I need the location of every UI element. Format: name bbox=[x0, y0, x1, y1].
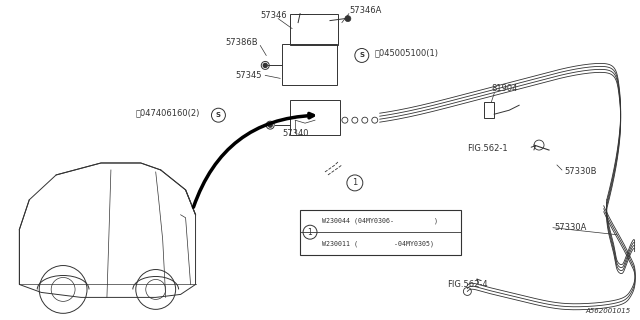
Text: FIG.562-4: FIG.562-4 bbox=[447, 280, 488, 289]
Circle shape bbox=[263, 63, 268, 68]
Text: Ⓢ047406160(2): Ⓢ047406160(2) bbox=[136, 109, 200, 118]
Text: 1: 1 bbox=[352, 179, 358, 188]
Text: 57330A: 57330A bbox=[554, 223, 586, 232]
Bar bbox=[290, 100, 340, 135]
Text: 1: 1 bbox=[308, 228, 312, 237]
Text: 57346: 57346 bbox=[260, 11, 287, 20]
Text: W230011 (         -04MY0305): W230011 ( -04MY0305) bbox=[322, 240, 434, 247]
Text: S: S bbox=[216, 112, 221, 118]
Bar bbox=[290, 14, 338, 45]
Text: S: S bbox=[359, 52, 364, 59]
Bar bbox=[282, 44, 337, 85]
Text: Ⓢ045005100(1): Ⓢ045005100(1) bbox=[375, 48, 439, 57]
Circle shape bbox=[345, 16, 351, 22]
Text: 57345: 57345 bbox=[236, 71, 262, 80]
Text: 57340: 57340 bbox=[282, 129, 308, 138]
Text: 57386B: 57386B bbox=[225, 38, 258, 47]
Text: FIG.562-1: FIG.562-1 bbox=[467, 144, 508, 153]
Text: 81904: 81904 bbox=[492, 84, 518, 93]
Bar bbox=[300, 210, 461, 255]
Text: A562001015: A562001015 bbox=[586, 308, 630, 314]
Text: 57330B: 57330B bbox=[564, 167, 596, 176]
Text: W230044 (04MY0306-          ): W230044 (04MY0306- ) bbox=[322, 218, 438, 224]
Circle shape bbox=[268, 123, 272, 127]
Bar bbox=[484, 102, 494, 118]
Text: 57346A: 57346A bbox=[350, 6, 382, 15]
